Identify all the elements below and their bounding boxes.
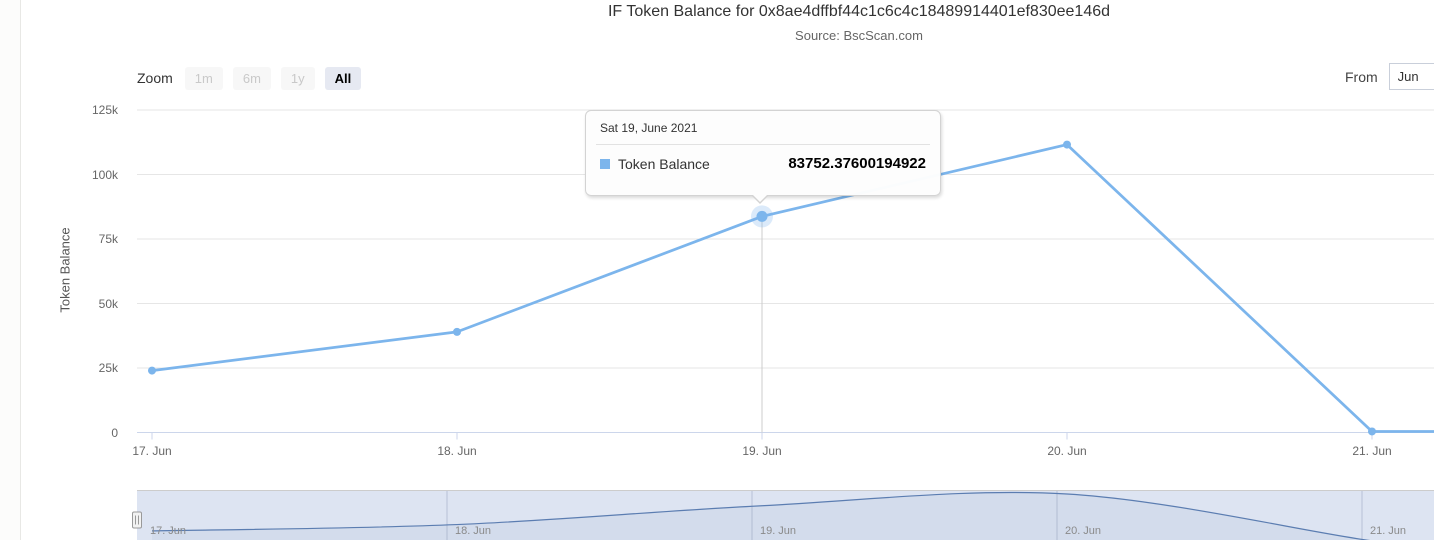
x-axis-label: 20. Jun <box>1047 444 1087 458</box>
tooltip-date: Sat 19, June 2021 <box>600 121 698 135</box>
x-axis-label: 19. Jun <box>742 444 782 458</box>
tooltip: Sat 19, June 2021 Token Balance 83752.37… <box>585 110 941 204</box>
data-point[interactable] <box>148 366 156 375</box>
data-point[interactable] <box>1063 140 1071 149</box>
chart-title: IF Token Balance for 0x8ae4dffbf44c1c6c4… <box>607 3 1111 20</box>
y-axis-label: 25k <box>98 361 118 375</box>
range-button-6m[interactable]: 6m <box>232 66 271 90</box>
chart-subtitle: Source: BscScan.com <box>795 28 923 43</box>
zoom-label: Zoom <box>137 70 173 86</box>
tooltip-value: 83752.37600194922 <box>788 155 926 172</box>
from-label: From <box>1345 68 1378 85</box>
navigator-mask[interactable] <box>137 491 1434 540</box>
tooltip-divider <box>596 144 930 145</box>
navigator-label: 21. Jun <box>1369 525 1407 537</box>
x-axis-label: 17. Jun <box>132 444 172 458</box>
navigator-handle-left[interactable] <box>132 511 142 529</box>
data-point[interactable] <box>453 327 461 336</box>
y-axis-label: 50k <box>98 296 118 311</box>
x-axis-label: 21. Jun <box>1352 444 1392 458</box>
series-marker-icon <box>600 158 610 169</box>
y-axis-label: 75k <box>98 232 118 246</box>
from-date-input[interactable] <box>1388 63 1434 90</box>
data-point[interactable] <box>756 210 768 222</box>
range-button-all[interactable]: All <box>324 66 362 90</box>
navigator-label: 17. Jun <box>149 525 187 537</box>
navigator-area-fill <box>152 492 1367 540</box>
page-left-border <box>20 0 21 540</box>
y-axis-label: 100k <box>91 167 118 182</box>
navigator-label: 20. Jun <box>1064 525 1102 537</box>
navigator-label: 18. Jun <box>454 525 492 537</box>
range-button-1y[interactable]: 1y <box>280 66 315 90</box>
navigator-series-line <box>151 491 1371 540</box>
page-left-strip <box>0 0 20 540</box>
tooltip-series-label: Token Balance <box>618 155 710 172</box>
x-axis-label: 18. Jun <box>437 444 477 458</box>
y-axis-label: 0 <box>111 425 118 440</box>
y-axis-label: 125k <box>91 103 118 117</box>
from-date-group: From <box>1345 63 1434 90</box>
tooltip-row: Token Balance 83752.37600194922 <box>600 155 926 172</box>
navigator-label: 19. Jun <box>759 525 797 537</box>
range-button-1m[interactable]: 1m <box>184 66 223 90</box>
data-point[interactable] <box>1368 427 1376 436</box>
range-selector: Zoom 1m 6m 1y All <box>137 64 362 92</box>
